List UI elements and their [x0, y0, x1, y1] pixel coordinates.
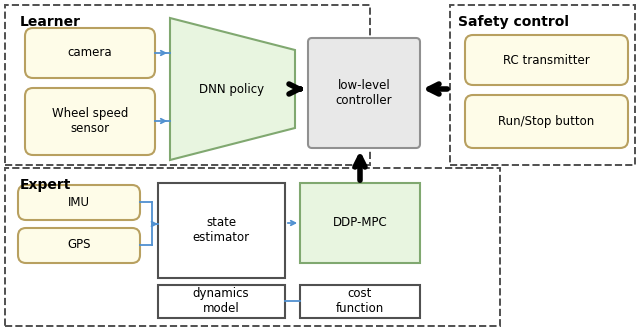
Polygon shape [170, 18, 295, 160]
Text: cost
function: cost function [336, 287, 384, 315]
Bar [158, 183, 285, 278]
FancyBboxPatch shape [25, 28, 155, 78]
Text: GPS: GPS [67, 238, 91, 251]
Text: DNN policy: DNN policy [200, 84, 264, 97]
Text: DDP-MPC: DDP-MPC [333, 216, 387, 229]
Text: camera: camera [68, 47, 112, 60]
Bar [5, 5, 370, 165]
Text: Run/Stop button: Run/Stop button [498, 115, 594, 128]
FancyBboxPatch shape [18, 185, 140, 220]
Text: IMU: IMU [68, 195, 90, 208]
Text: dynamics
model: dynamics model [193, 287, 250, 315]
Text: Learner: Learner [20, 15, 81, 29]
FancyBboxPatch shape [465, 95, 628, 148]
Bar [300, 285, 420, 318]
Bar [158, 285, 285, 318]
Text: Safety control: Safety control [458, 15, 569, 29]
Bar [5, 168, 500, 326]
Text: state
estimator: state estimator [193, 216, 250, 244]
FancyBboxPatch shape [308, 38, 420, 148]
Text: low-level
controller: low-level controller [336, 79, 392, 107]
FancyBboxPatch shape [25, 88, 155, 155]
Text: RC transmitter: RC transmitter [502, 54, 589, 67]
Bar [450, 5, 635, 165]
Bar [300, 183, 420, 263]
FancyBboxPatch shape [18, 228, 140, 263]
Text: Expert: Expert [20, 178, 72, 192]
Text: Wheel speed
sensor: Wheel speed sensor [52, 107, 128, 135]
FancyBboxPatch shape [465, 35, 628, 85]
